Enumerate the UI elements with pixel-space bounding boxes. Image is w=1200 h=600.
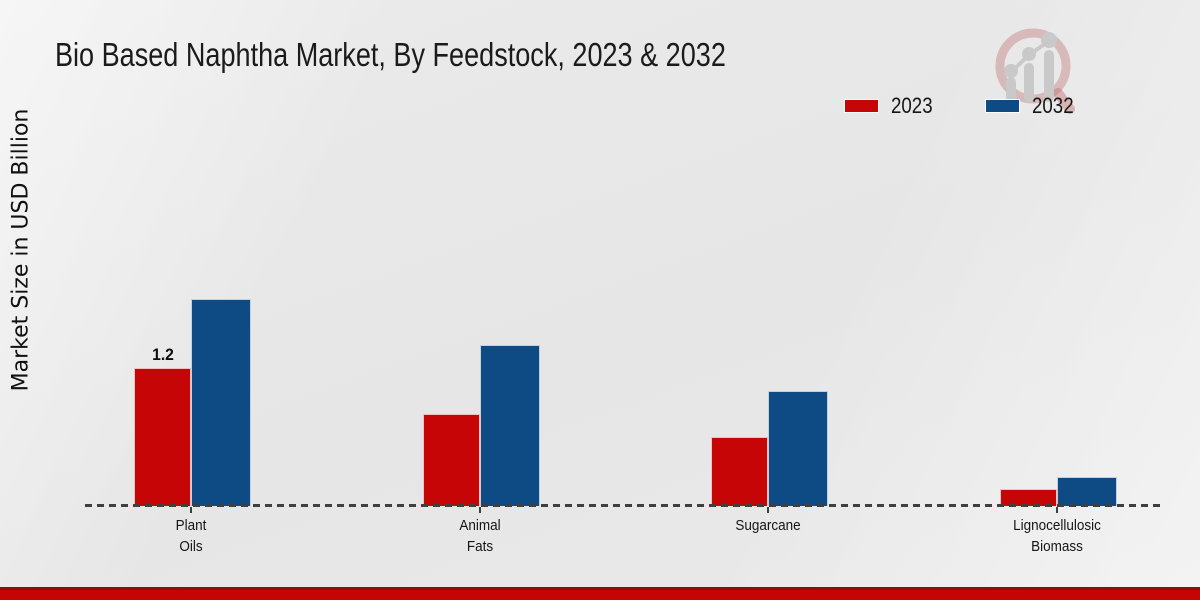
legend-item-2023: 2023 <box>844 93 940 119</box>
category-label-lignocellulosic-biomass: Lignocellulosic Biomass <box>1013 517 1101 555</box>
footer-red-band <box>0 587 1200 600</box>
category-label-sugarcane: Sugarcane <box>735 517 801 534</box>
bar-2023-animal-fats <box>423 414 480 506</box>
bar-2032-animal-fats <box>480 345 540 506</box>
category-label-animal-fats: Animal Fats <box>459 517 501 555</box>
legend-label-2023: 2023 <box>891 93 933 118</box>
bar-2023-lignocellulosic-biomass <box>1000 489 1057 506</box>
legend-item-2032: 2032 <box>984 93 1081 119</box>
legend: 2023 2032 <box>844 93 1081 119</box>
category-label-plant-oils: Plant Oils <box>175 517 207 555</box>
legend-swatch-2032-icon <box>984 99 1020 113</box>
bar-2023-plant-oils <box>134 368 191 506</box>
x-axis-tick-sugarcane <box>767 507 769 513</box>
x-axis-dashed-baseline <box>85 504 1163 507</box>
bar-2023-sugarcane <box>711 437 768 506</box>
x-axis-tick-animal-fats <box>479 507 481 513</box>
legend-swatch-2023-icon <box>844 99 879 113</box>
legend-label-2032: 2032 <box>1031 93 1074 118</box>
x-axis-tick-lignocellulosic-biomass <box>1056 507 1058 513</box>
bar-2032-plant-oils <box>191 299 251 506</box>
chart-title: Bio Based Naphtha Market, By Feedstock, … <box>55 36 726 73</box>
bar-value-label-2023-plant-oils: 1.2 <box>151 345 174 364</box>
bar-2032-lignocellulosic-biomass <box>1057 477 1117 506</box>
x-axis-tick-plant-oils <box>190 507 192 513</box>
magnifier-growth-chart-logo-icon <box>995 28 1075 114</box>
bar-2032-sugarcane <box>768 391 828 506</box>
